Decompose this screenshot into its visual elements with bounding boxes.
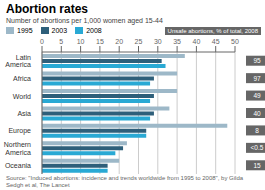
svg-text:0: 0 [40, 38, 44, 45]
svg-text:20: 20 [115, 38, 123, 45]
html-text:Source: "Induced abortions: in: Source: "Induced abortions: incidence an… [6, 175, 244, 188]
svg-text:NorthernAmerica: NorthernAmerica [8, 141, 31, 156]
svg-text:Europe: Europe [8, 127, 31, 135]
html-text:1995: 1995 [17, 27, 33, 34]
svg-text:World: World [13, 92, 31, 99]
svg-text:Asia: Asia [17, 110, 31, 117]
svg-text:<0.5: <0.5 [251, 144, 257, 151]
svg-text:5: 5 [59, 38, 63, 45]
svg-text:Oceania: Oceania [8, 162, 31, 169]
svg-text:8: 8 [255, 127, 257, 134]
svg-text:45: 45 [212, 38, 220, 45]
svg-text:40: 40 [193, 38, 201, 45]
svg-text:35: 35 [173, 38, 181, 45]
svg-text:40: 40 [253, 110, 257, 117]
svg-text:LatinAmerica: LatinAmerica [8, 53, 31, 68]
svg-text:97: 97 [253, 75, 257, 82]
svg-text:10: 10 [77, 38, 85, 45]
svg-text:30: 30 [154, 38, 162, 45]
html-text:Unsafe abortions, % of total,: Unsafe abortions, % of total, 2008 [167, 27, 258, 34]
svg-text:25: 25 [135, 38, 143, 45]
svg-text:15: 15 [253, 162, 257, 169]
svg-text:50: 50 [231, 38, 239, 45]
html-text:Number of abortions per 1,000: Number of abortions per 1,000 women aged… [6, 17, 163, 24]
html-text:Abortion rates: Abortion rates [6, 2, 88, 16]
html-text:2003: 2003 [51, 27, 68, 34]
html-text:2008: 2008 [86, 27, 102, 34]
svg-text:15: 15 [96, 38, 104, 45]
svg-text:49: 49 [253, 92, 257, 99]
svg-text:Africa: Africa [13, 75, 31, 82]
svg-text:95: 95 [253, 57, 257, 64]
